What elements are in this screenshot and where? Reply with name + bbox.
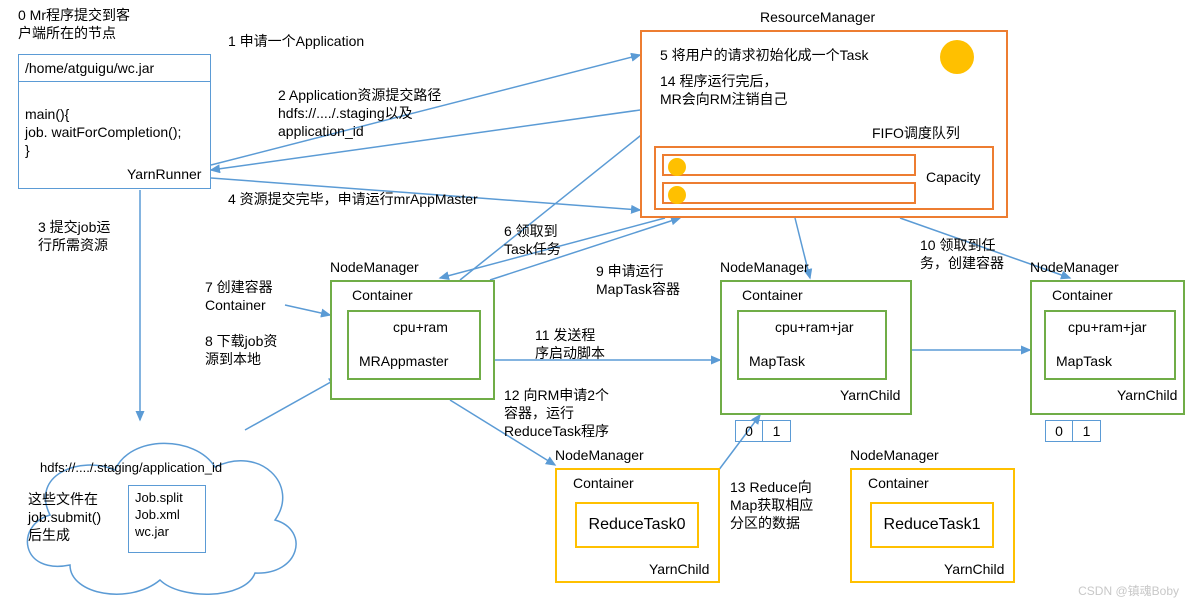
fifo-label: FIFO调度队列 <box>872 124 960 142</box>
step5-label: 5 将用户的请求初始化成一个Task <box>660 46 868 64</box>
client-path: /home/atguigu/wc.jar <box>18 54 211 82</box>
nm1-app: MRAppmaster <box>359 352 448 370</box>
nm4-container: Container <box>573 474 634 492</box>
nm4-box: Container ReduceTask0 YarnChild <box>555 468 720 583</box>
step9-label: 9 申请运行 MapTask容器 <box>596 262 680 298</box>
queue-row1 <box>662 154 916 176</box>
nm5-task: ReduceTask1 <box>884 516 981 534</box>
step8-label: 8 下载job资 源到本地 <box>205 332 277 368</box>
nm3-container: Container <box>1052 286 1113 304</box>
step2-label: 2 Application资源提交路径 hdfs://..../.staging… <box>278 86 441 141</box>
nm2-cell1: 1 <box>763 420 791 442</box>
nm2-res: cpu+ram+jar <box>775 318 854 336</box>
nm2-title: NodeManager <box>720 258 809 276</box>
step13-label: 13 Reduce向 Map获取相应 分区的数据 <box>730 478 813 533</box>
step10-label: 10 领取到任 务，创建容器 <box>920 236 1004 272</box>
rm-title: ResourceManager <box>760 8 875 26</box>
cloud-files-box: Job.split Job.xml wc.jar <box>128 485 206 553</box>
nm5-box: Container ReduceTask1 YarnChild <box>850 468 1015 583</box>
nm5-inner: ReduceTask1 <box>870 502 994 548</box>
watermark: CSDN @镇魂Boby <box>1078 582 1179 599</box>
step7-label: 7 创建容器 Container <box>205 278 273 314</box>
task-icon <box>940 40 974 74</box>
nm5-child: YarnChild <box>944 560 1004 578</box>
nm3-res: cpu+ram+jar <box>1068 318 1147 336</box>
nm1-title: NodeManager <box>330 258 419 276</box>
queue-box: Capacity <box>654 146 994 210</box>
step4-label: 4 资源提交完毕，申请运行mrAppMaster <box>228 190 478 208</box>
step14-label: 14 程序运行完后， MR会向RM注销自己 <box>660 72 788 108</box>
nm4-inner: ReduceTask0 <box>575 502 699 548</box>
nm3-cells: 0 1 <box>1045 420 1101 442</box>
nm5-container: Container <box>868 474 929 492</box>
step0-label: 0 Mr程序提交到客 户端所在的节点 <box>18 6 130 42</box>
nm4-child: YarnChild <box>649 560 709 578</box>
client-code: main(){ job. waitForCompletion(); } <box>25 105 181 160</box>
step3-label: 3 提交job运 行所需资源 <box>38 218 110 254</box>
step12-label: 12 向RM申请2个 容器，运行 ReduceTask程序 <box>504 386 609 441</box>
nm2-container: Container <box>742 286 803 304</box>
nm1-container: Container <box>352 286 413 304</box>
queue-row2 <box>662 182 916 204</box>
nm3-app: MapTask <box>1056 352 1112 370</box>
nm1-box: Container cpu+ram MRAppmaster <box>330 280 495 400</box>
nm3-cell1: 1 <box>1073 420 1101 442</box>
nm3-box: Container cpu+ram+jar MapTask YarnChild <box>1030 280 1185 415</box>
nm1-inner: cpu+ram MRAppmaster <box>347 310 481 380</box>
nm3-inner: cpu+ram+jar MapTask <box>1044 310 1176 380</box>
step6-label: 6 领取到 Task任务 <box>504 222 561 258</box>
nm2-app: MapTask <box>749 352 805 370</box>
nm1-res: cpu+ram <box>393 318 448 336</box>
nm3-cell0: 0 <box>1045 420 1073 442</box>
nm3-child: YarnChild <box>1117 386 1177 404</box>
nm4-task: ReduceTask0 <box>589 516 686 534</box>
nm4-title: NodeManager <box>555 446 644 464</box>
step1-label: 1 申请一个Application <box>228 32 364 50</box>
nm2-cell0: 0 <box>735 420 763 442</box>
rm-box: 5 将用户的请求初始化成一个Task 14 程序运行完后， MR会向RM注销自己… <box>640 30 1008 218</box>
nm2-inner: cpu+ram+jar MapTask <box>737 310 887 380</box>
nm2-cells: 0 1 <box>735 420 791 442</box>
queue-dot1 <box>668 158 686 176</box>
nm2-child: YarnChild <box>840 386 900 404</box>
cloud-note: 这些文件在 job.submit() 后生成 <box>28 490 101 545</box>
nm5-title: NodeManager <box>850 446 939 464</box>
queue-dot2 <box>668 186 686 204</box>
capacity-label: Capacity <box>926 168 980 186</box>
step11-label: 11 发送程 序启动脚本 <box>535 326 605 362</box>
client-box: /home/atguigu/wc.jar main(){ job. waitFo… <box>18 54 211 189</box>
yarn-runner-label: YarnRunner <box>127 165 201 183</box>
nm2-box: Container cpu+ram+jar MapTask YarnChild <box>720 280 912 415</box>
cloud-path: hdfs://..../.staging/application_id <box>40 460 222 477</box>
nm3-title: NodeManager <box>1030 258 1119 276</box>
